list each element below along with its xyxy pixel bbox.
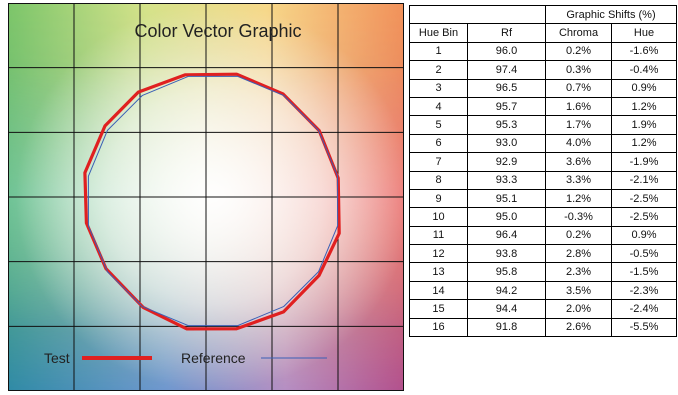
cell-hue: 0.9%: [611, 78, 677, 98]
table-row: 3 96.5 0.7% 0.9%: [409, 78, 677, 98]
cell-hue-bin: 4: [409, 96, 468, 117]
table-row: 6 93.0 4.0% 1.2%: [409, 133, 677, 154]
cell-chroma: 2.8%: [545, 244, 612, 264]
cell-hue: 0.9%: [611, 225, 677, 246]
table-row: 11 96.4 0.2% 0.9%: [409, 225, 677, 246]
cell-chroma: 3.5%: [545, 280, 612, 301]
cell-rf: 95.7: [467, 96, 546, 117]
table-row: 5 95.3 1.7% 1.9%: [409, 115, 677, 135]
legend-label-test: Test: [44, 350, 70, 366]
legend-label-reference: Reference: [181, 350, 246, 366]
table-header-row: Hue Bin Rf Chroma Hue: [409, 23, 677, 43]
cell-chroma: 3.6%: [545, 152, 612, 172]
cell-chroma: 1.6%: [545, 96, 612, 117]
cell-hue: -2.1%: [611, 170, 677, 190]
chart-title: Color Vector Graphic: [134, 21, 301, 41]
cell-hue-bin: 14: [409, 280, 468, 301]
cell-hue-bin: 2: [409, 60, 468, 80]
cell-chroma: 0.7%: [545, 78, 612, 98]
cell-hue-bin: 16: [409, 317, 468, 338]
cell-rf: 93.0: [467, 133, 546, 154]
cell-hue: 1.2%: [611, 96, 677, 117]
cell-hue-bin: 15: [409, 299, 468, 319]
group-header-graphic-shifts: Graphic Shifts (%): [545, 4, 677, 25]
header-hue: Hue: [611, 23, 677, 43]
cell-rf: 94.2: [467, 280, 546, 301]
cell-rf: 97.4: [467, 60, 546, 80]
cell-hue-bin: 10: [409, 207, 468, 227]
cell-hue-bin: 9: [409, 188, 468, 209]
cell-hue-bin: 7: [409, 152, 468, 172]
cell-hue: -0.4%: [611, 60, 677, 80]
graphic-shifts-table: Graphic Shifts (%) Hue Bin Rf Chroma Hue…: [409, 4, 677, 338]
cell-hue: -2.5%: [611, 207, 677, 227]
cell-hue-bin: 6: [409, 133, 468, 154]
cell-rf: 93.3: [467, 170, 546, 190]
cell-hue: 1.2%: [611, 133, 677, 154]
table-row: 8 93.3 3.3% -2.1%: [409, 170, 677, 190]
cell-chroma: 2.3%: [545, 262, 612, 282]
cell-hue-bin: 11: [409, 225, 468, 246]
cell-hue-bin: 3: [409, 78, 468, 98]
cell-chroma: 0.2%: [545, 225, 612, 246]
header-chroma: Chroma: [545, 23, 612, 43]
cell-rf: 95.1: [467, 188, 546, 209]
cell-hue: -1.5%: [611, 262, 677, 282]
legend: Test Reference: [44, 350, 327, 366]
plot-border: [8, 3, 404, 391]
grid-lines: [8, 3, 404, 391]
cell-hue: -0.5%: [611, 244, 677, 264]
table-row: 15 94.4 2.0% -2.4%: [409, 299, 677, 319]
cell-chroma: 3.3%: [545, 170, 612, 190]
table-row: 16 91.8 2.6% -5.5%: [409, 317, 677, 338]
table-row: 14 94.2 3.5% -2.3%: [409, 280, 677, 301]
table-group-header-row: Graphic Shifts (%): [409, 4, 677, 25]
cell-rf: 96.5: [467, 78, 546, 98]
table-row: 4 95.7 1.6% 1.2%: [409, 96, 677, 117]
color-vector-graphic: Color Vector Graphic Test Reference: [8, 3, 404, 391]
table-row: 7 92.9 3.6% -1.9%: [409, 152, 677, 172]
cell-rf: 95.8: [467, 262, 546, 282]
cell-hue-bin: 5: [409, 115, 468, 135]
cell-rf: 91.8: [467, 317, 546, 338]
cell-chroma: 0.3%: [545, 60, 612, 80]
cell-rf: 94.4: [467, 299, 546, 319]
cell-chroma: -0.3%: [545, 207, 612, 227]
table-row: 10 95.0 -0.3% -2.5%: [409, 207, 677, 227]
table-row: 13 95.8 2.3% -1.5%: [409, 262, 677, 282]
cell-chroma: 2.6%: [545, 317, 612, 338]
cell-hue-bin: 1: [409, 41, 468, 62]
cell-hue-bin: 13: [409, 262, 468, 282]
cell-hue-bin: 12: [409, 244, 468, 264]
cell-chroma: 4.0%: [545, 133, 612, 154]
cell-hue-bin: 8: [409, 170, 468, 190]
table-row: 1 96.0 0.2% -1.6%: [409, 41, 677, 62]
table-row: 9 95.1 1.2% -2.5%: [409, 188, 677, 209]
cell-hue: -1.6%: [611, 41, 677, 62]
series-line-test: [83, 72, 341, 331]
cell-chroma: 1.7%: [545, 115, 612, 135]
cell-hue: 1.9%: [611, 115, 677, 135]
cell-chroma: 0.2%: [545, 41, 612, 62]
header-hue-bin: Hue Bin: [409, 23, 468, 43]
series-line-reference: [87, 75, 339, 327]
cell-chroma: 2.0%: [545, 299, 612, 319]
cell-hue: -2.5%: [611, 188, 677, 209]
table-row: 2 97.4 0.3% -0.4%: [409, 60, 677, 80]
cell-rf: 96.0: [467, 41, 546, 62]
cell-hue: -2.3%: [611, 280, 677, 301]
cell-rf: 92.9: [467, 152, 546, 172]
cell-rf: 95.0: [467, 207, 546, 227]
cell-rf: 96.4: [467, 225, 546, 246]
cell-chroma: 1.2%: [545, 188, 612, 209]
cell-hue: -2.4%: [611, 299, 677, 319]
cell-rf: 93.8: [467, 244, 546, 264]
table-row: 12 93.8 2.8% -0.5%: [409, 244, 677, 264]
cell-hue: -5.5%: [611, 317, 677, 338]
cell-rf: 95.3: [467, 115, 546, 135]
header-rf: Rf: [467, 23, 546, 43]
cell-hue: -1.9%: [611, 152, 677, 172]
